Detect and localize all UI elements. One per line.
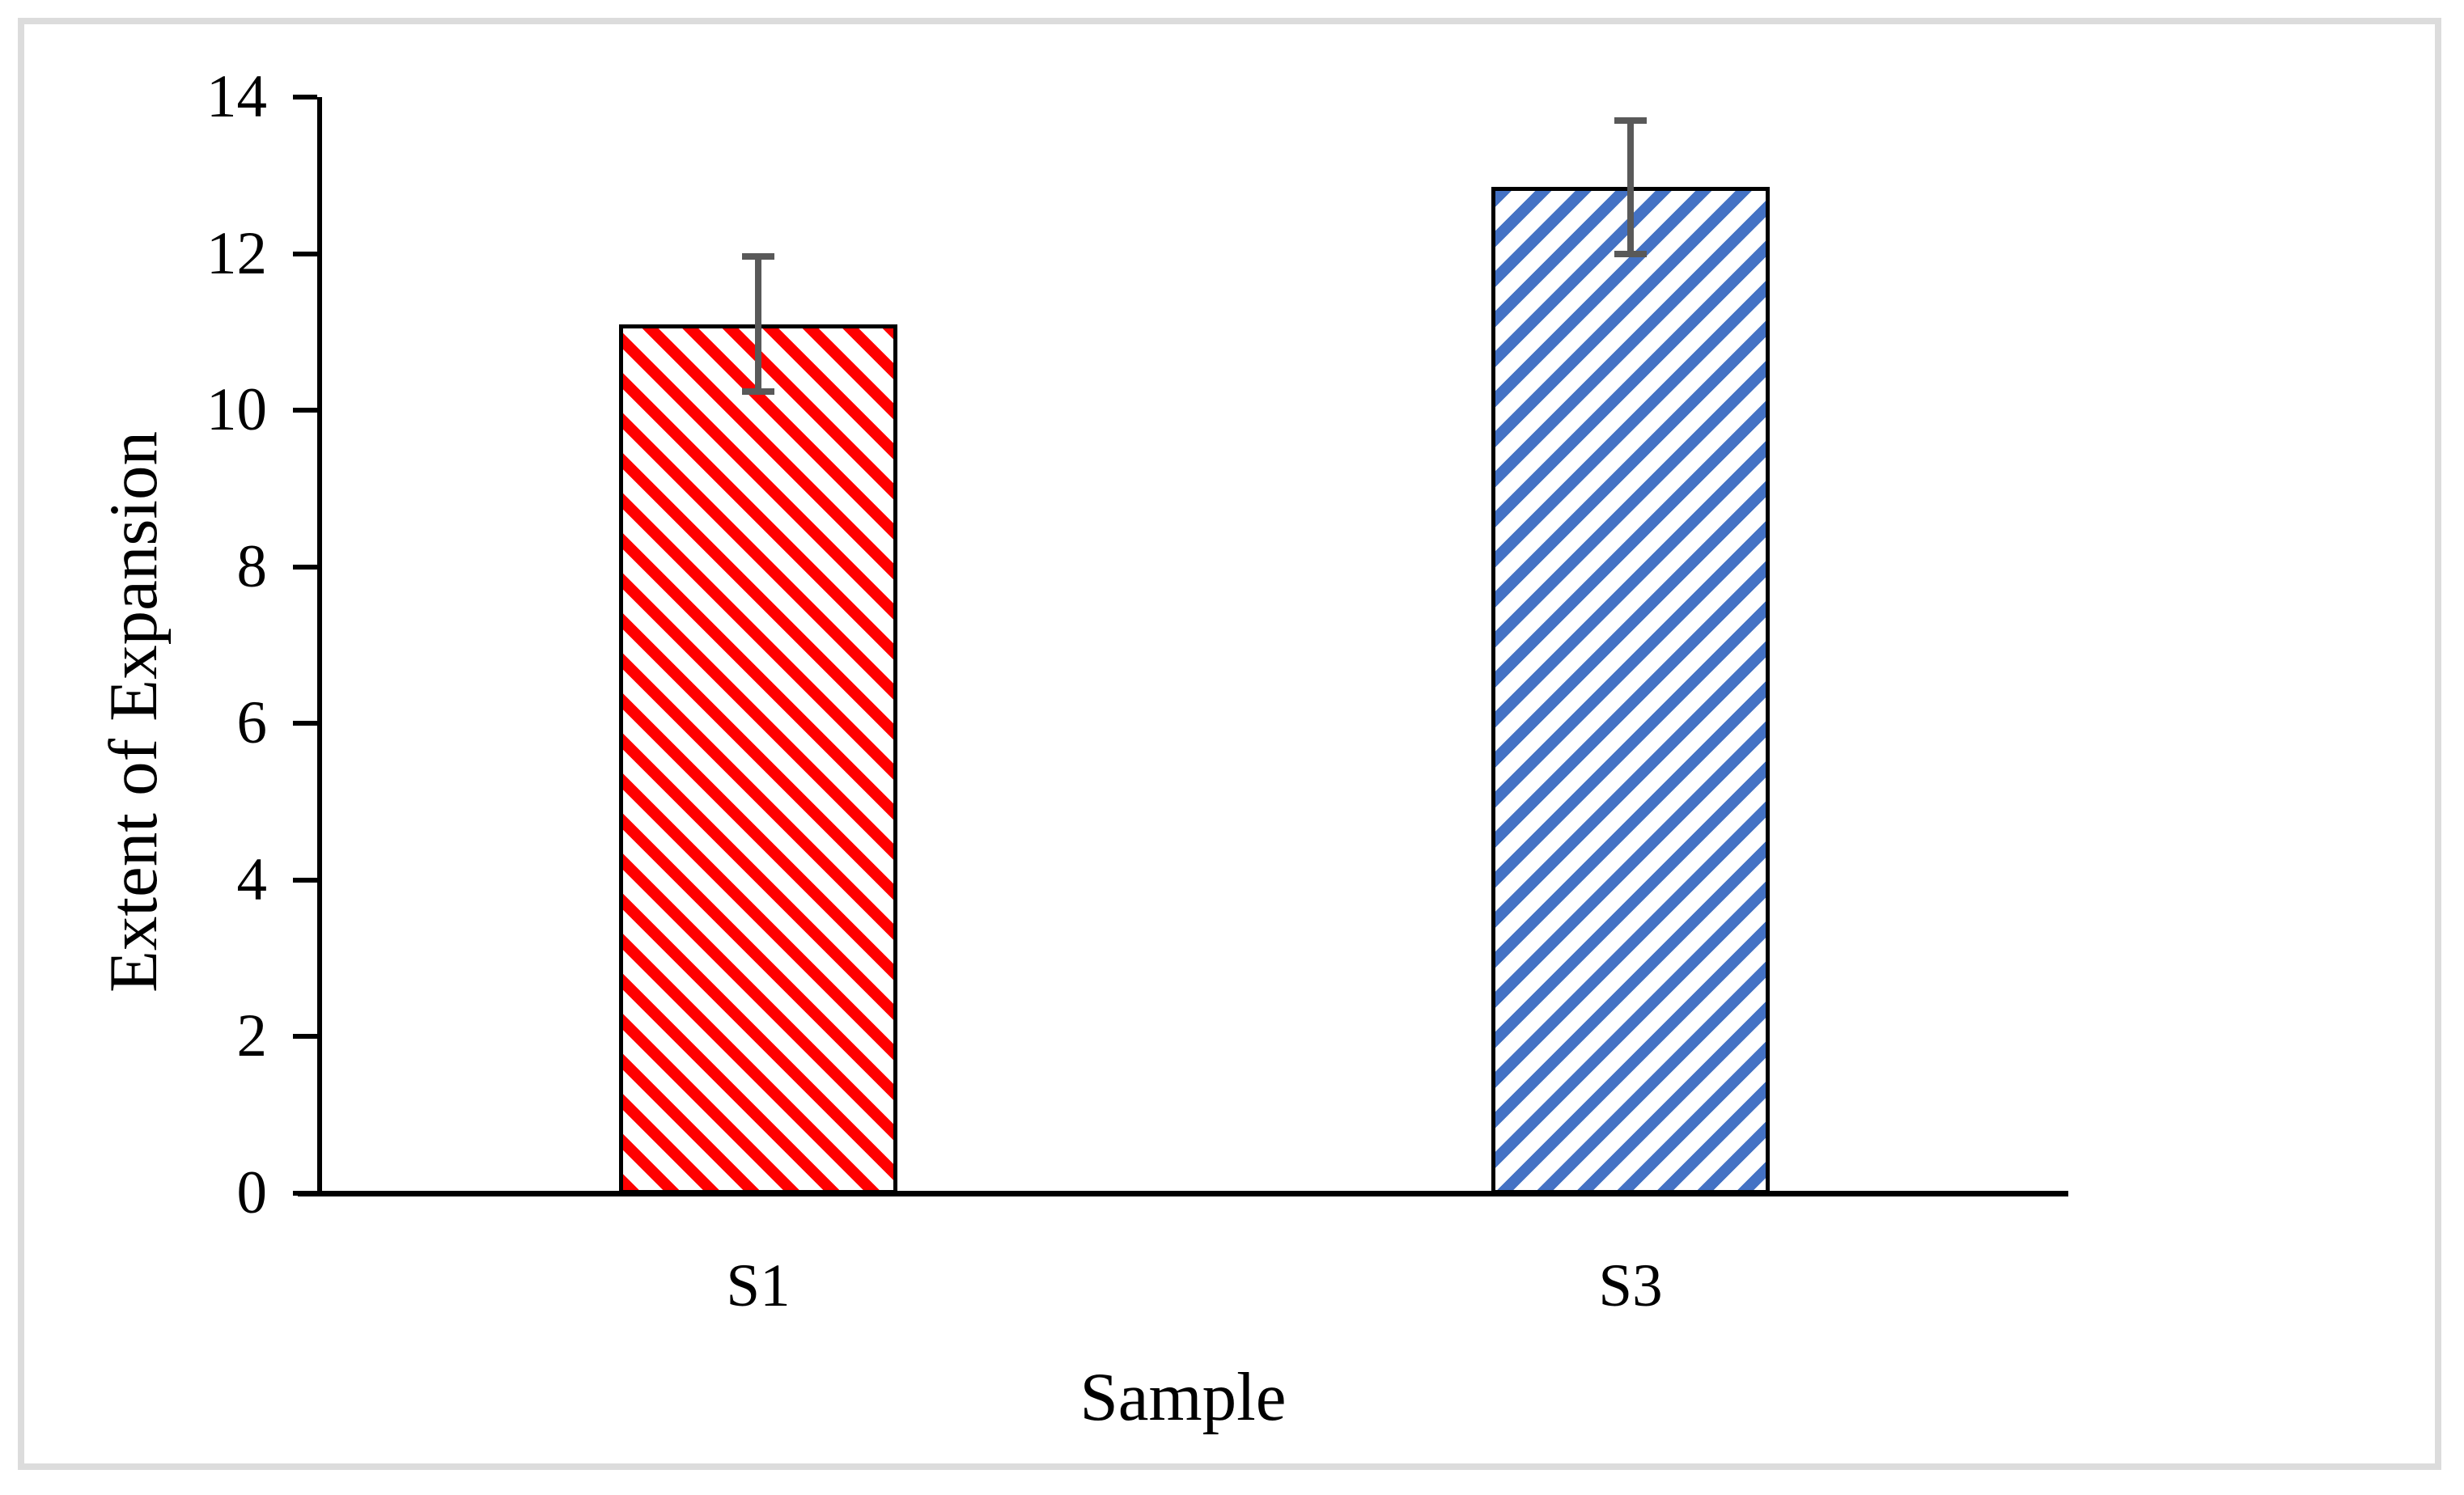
- bar-s1: [619, 324, 897, 1194]
- y-tick: [293, 877, 317, 883]
- error-bar-stem: [1627, 121, 1634, 254]
- y-axis-line: [317, 97, 322, 1196]
- bar-s3: [1491, 187, 1770, 1194]
- y-tick-label: 12: [206, 219, 267, 287]
- y-tick: [293, 251, 317, 256]
- y-tick: [293, 1191, 317, 1196]
- y-tick: [293, 564, 317, 570]
- y-tick-label: 4: [236, 845, 268, 913]
- y-tick: [293, 408, 317, 413]
- y-tick-label: 14: [206, 63, 267, 130]
- error-bar-cap-bottom: [1614, 250, 1647, 257]
- y-tick-label: 0: [236, 1159, 268, 1226]
- y-tick-label: 10: [206, 376, 267, 444]
- x-category-label: S1: [726, 1252, 791, 1319]
- error-bar-cap-top: [742, 253, 774, 260]
- x-axis-line: [298, 1191, 2068, 1196]
- error-bar-cap-bottom: [742, 388, 774, 395]
- y-tick: [293, 95, 317, 100]
- y-tick: [293, 1034, 317, 1040]
- x-category-label: S3: [1598, 1252, 1663, 1319]
- error-bar-cap-top: [1614, 117, 1647, 125]
- y-tick: [293, 721, 317, 726]
- x-axis-title: Sample: [1079, 1359, 1287, 1435]
- y-tick-label: 8: [236, 532, 268, 600]
- y-tick-label: 6: [236, 689, 268, 757]
- y-tick-label: 2: [236, 1002, 268, 1070]
- error-bar-stem: [755, 256, 761, 392]
